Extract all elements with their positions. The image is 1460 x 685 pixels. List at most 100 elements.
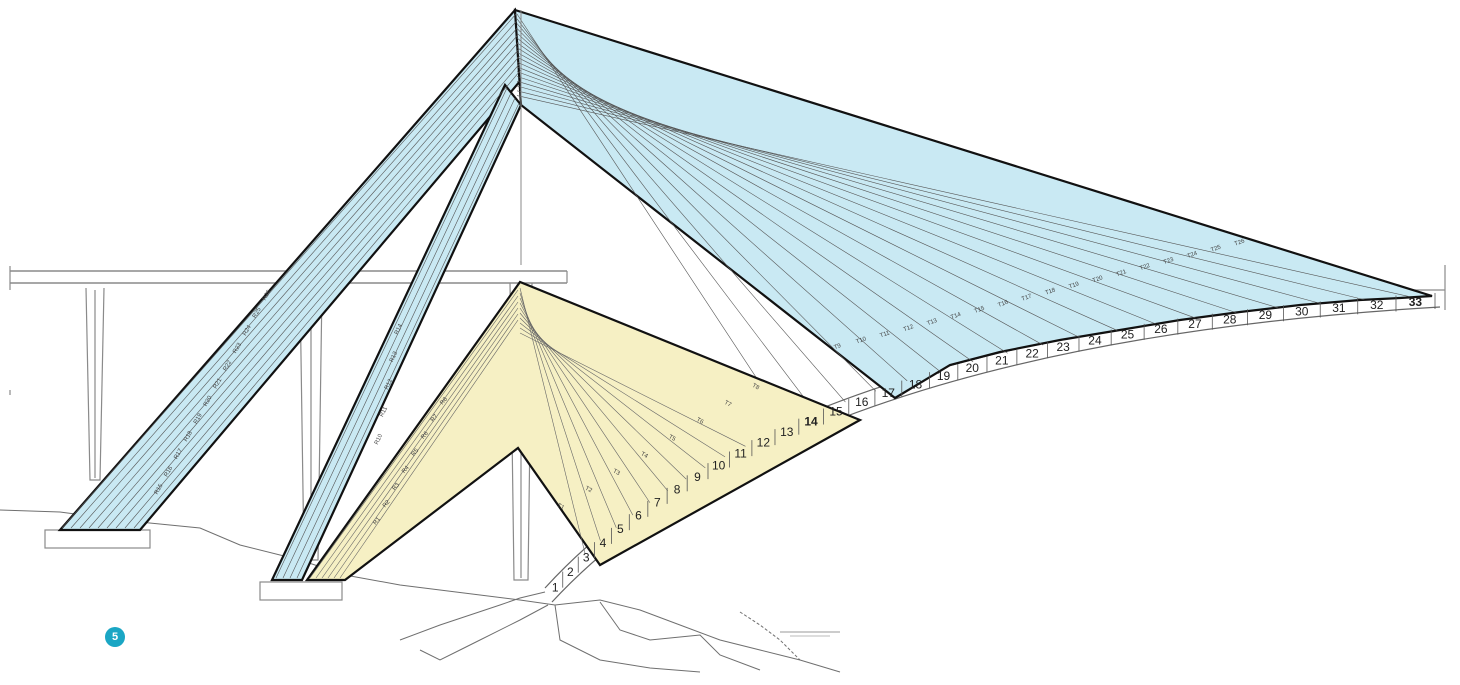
cable-label-r15: R15 <box>154 483 165 496</box>
yellow-backstay-strand <box>321 301 519 579</box>
blue-forestay-strand <box>516 66 1157 325</box>
segment-label-19: 19 <box>937 369 951 383</box>
yellow-forestay-strand <box>519 332 746 447</box>
cable-label-r11: R11 <box>379 405 389 418</box>
cable-label-t17: T17 <box>1021 293 1033 302</box>
segment-label-4: 4 <box>600 536 607 550</box>
yellow-forestay-strand <box>519 307 651 503</box>
blue-backstay-strand <box>296 102 520 579</box>
cable-label-t9: T9 <box>833 343 842 351</box>
yellow-backstay-strand <box>339 319 519 579</box>
cable-label-r18: R18 <box>183 430 194 443</box>
cable-label-t3: T3 <box>612 469 622 478</box>
blue-backstay-strand <box>282 92 512 579</box>
cable-label-r25: R25 <box>252 306 263 319</box>
cable-label-r5: R5 <box>411 447 421 457</box>
segment-label-13: 13 <box>780 425 794 439</box>
segment-label-22: 22 <box>1025 347 1039 361</box>
segment-label-17: 17 <box>882 386 896 400</box>
cable-label-r20: R20 <box>203 394 214 407</box>
cable-label-t14: T14 <box>950 312 962 321</box>
cable-label-t13: T13 <box>926 318 938 327</box>
cable-label-r24: R24 <box>242 324 253 337</box>
cable-label-r13: R13 <box>389 350 399 363</box>
yellow-backstay-strand <box>333 313 519 579</box>
cable-label-t20: T20 <box>1092 275 1104 284</box>
blue-backstay-strand <box>97 41 519 529</box>
cable-label-t10: T10 <box>855 336 867 345</box>
segment-label-33: 33 <box>1409 295 1423 309</box>
segment-label-31: 31 <box>1332 301 1346 315</box>
segment-label-1: 1 <box>552 580 559 594</box>
segment-label-32: 32 <box>1370 298 1384 312</box>
cable-label-r14: R14 <box>394 323 404 336</box>
blue-backstay-strand <box>275 87 508 579</box>
cable-label-r22: R22 <box>223 359 234 372</box>
blue-backstay-strand <box>115 55 520 529</box>
cable-label-r3: R3 <box>392 482 402 492</box>
segment-label-14: 14 <box>804 415 818 429</box>
yellow-forestay-strand <box>519 292 601 541</box>
cable-label-t6: T6 <box>695 417 705 426</box>
blue-forestay-strand <box>516 95 1410 297</box>
cable-label-r19: R19 <box>193 412 204 425</box>
blue-forestay-strand <box>516 90 1365 301</box>
cable-label-t2: T2 <box>584 486 594 495</box>
cable-label-r23: R23 <box>232 342 243 355</box>
cable-label-t12: T12 <box>903 324 915 333</box>
segment-label-30: 30 <box>1295 304 1309 318</box>
segment-label-5: 5 <box>617 522 624 536</box>
cable-label-r26: R26 <box>262 289 273 302</box>
cable-label-t16: T16 <box>997 299 1009 308</box>
segment-label-10: 10 <box>712 458 726 472</box>
blue-backstay-strand <box>70 20 517 529</box>
segment-label-12: 12 <box>757 436 771 450</box>
yellow-backstay-strand <box>309 289 519 579</box>
cable-label-t21: T21 <box>1116 269 1128 278</box>
blue-backstay-strand <box>79 27 518 529</box>
yellow-backstay-strand <box>315 295 519 579</box>
cable-label-r2: R2 <box>382 499 392 509</box>
cable-label-t25: T25 <box>1210 244 1222 253</box>
blue-backstay-strand <box>133 69 522 529</box>
blue-backstay-strand <box>289 97 516 579</box>
cable-label-r8: R8 <box>439 396 449 406</box>
cable-label-r1: R1 <box>372 516 382 526</box>
segment-label-24: 24 <box>1088 334 1102 348</box>
forestay-fan <box>513 8 1433 400</box>
cable-label-r10: R10 <box>374 433 384 446</box>
segment-label-15: 15 <box>829 405 843 419</box>
segment-label-16: 16 <box>855 395 869 409</box>
segment-label-27: 27 <box>1188 317 1202 331</box>
yellow-backstay-strand <box>327 307 519 579</box>
segment-label-26: 26 <box>1154 322 1168 336</box>
blue-backstay-strand <box>124 62 521 529</box>
cable-label-t19: T19 <box>1068 281 1080 290</box>
terrain <box>0 509 841 673</box>
cable-label-r17: R17 <box>173 447 184 460</box>
cable-label-t4: T4 <box>640 451 650 460</box>
figure-number-badge: 5 <box>105 627 125 647</box>
blue-forestay-strand <box>516 76 1237 313</box>
blue-forestay-strand <box>516 71 1196 319</box>
blue-forestay-strand <box>516 80 1278 309</box>
segment-label-28: 28 <box>1223 312 1237 326</box>
cable-label-t23: T23 <box>1163 257 1175 266</box>
segment-label-29: 29 <box>1259 308 1273 322</box>
cable-label-t26: T26 <box>1234 238 1246 247</box>
segment-label-11: 11 <box>734 447 747 461</box>
blue-backstay-strand <box>61 13 517 529</box>
cable-label-t1: T1 <box>556 503 566 512</box>
yellow-forestay-strand <box>519 287 586 555</box>
blue-backstay-strand <box>106 48 520 529</box>
segment-label-9: 9 <box>694 470 701 484</box>
segment-label-7: 7 <box>654 495 661 509</box>
cable-label-r21: R21 <box>213 377 224 390</box>
blue-forestay-strand <box>516 85 1321 304</box>
cable-label-t11: T11 <box>879 330 891 339</box>
segment-label-18: 18 <box>909 377 923 391</box>
